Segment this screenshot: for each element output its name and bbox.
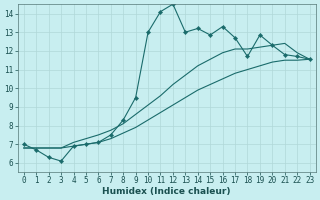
X-axis label: Humidex (Indice chaleur): Humidex (Indice chaleur) — [102, 187, 231, 196]
